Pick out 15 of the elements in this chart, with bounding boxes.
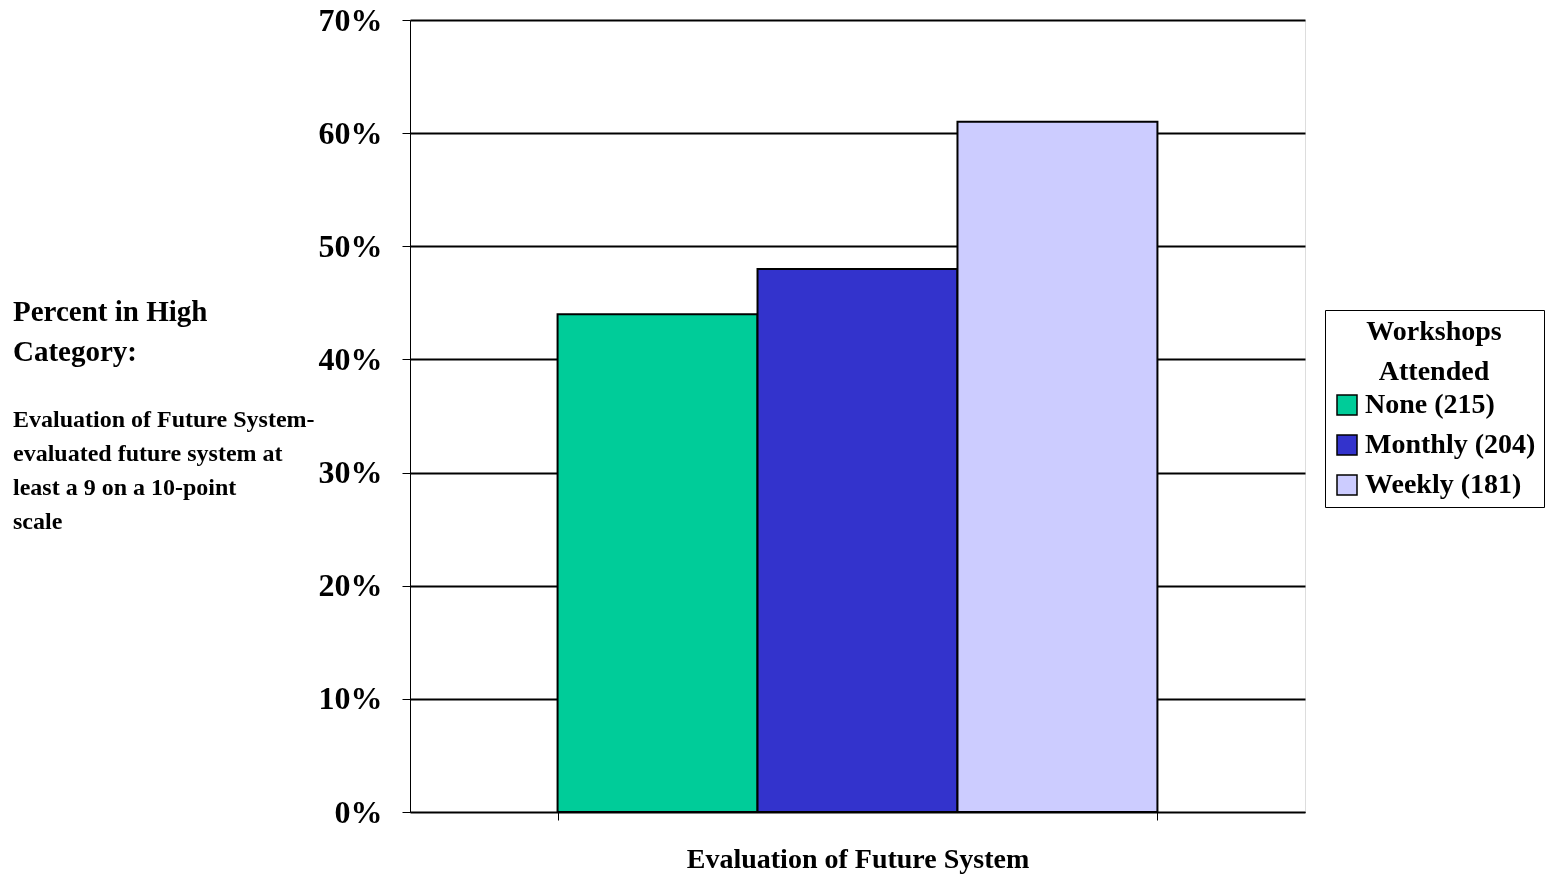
y-axis-title: Percent in High Category:	[13, 295, 208, 367]
y-tick-label: 50%	[318, 227, 383, 264]
y-tick-label: 0%	[334, 793, 383, 830]
legend-title: Workshops Attended	[1366, 315, 1502, 386]
legend-label: Weekly (181)	[1365, 468, 1522, 499]
y-tick-label: 10%	[318, 680, 383, 717]
y-tick-label: 70%	[318, 1, 383, 38]
y-tick-label: 40%	[318, 340, 383, 377]
legend-label: None (215)	[1365, 388, 1495, 419]
y-tick-label: 30%	[318, 454, 383, 491]
text: Evaluation of Future System- evaluated future system at least a 9 on a 10-point scale	[13, 406, 315, 534]
y-tick-label: 20%	[318, 567, 383, 604]
x-axis-title: Evaluation of Future System	[686, 843, 1030, 874]
y-tick-label: 60%	[318, 114, 383, 151]
legend-label: Monthly (204)	[1365, 428, 1536, 459]
